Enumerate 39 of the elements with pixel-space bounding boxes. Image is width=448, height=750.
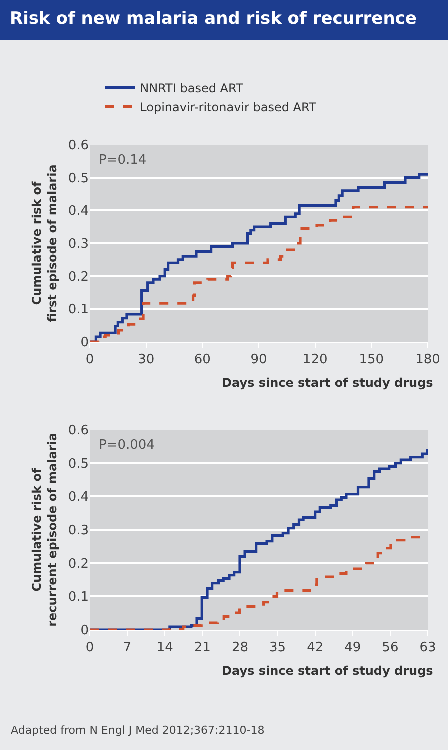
y-tick-label: 0.3 xyxy=(68,237,89,252)
y-tick-label: 0.6 xyxy=(68,138,89,154)
x-tick-label: 120 xyxy=(302,352,328,368)
x-tick-label: 90 xyxy=(250,352,268,368)
y-tick-label: 0.2 xyxy=(68,556,89,572)
x-tick-label: 14 xyxy=(156,640,174,656)
y-tick-label: 0.4 xyxy=(68,204,89,220)
chart-title: Risk of new malaria and risk of recurrence xyxy=(0,0,448,40)
y-axis-title: Cumulative risk of recurrent episode of malaria xyxy=(30,433,60,627)
annotation: P=0.14 xyxy=(99,153,147,168)
x-tick-label: 63 xyxy=(420,640,436,656)
legend-label: NNRTI based ART xyxy=(140,82,244,96)
x-tick-label: 35 xyxy=(270,640,286,656)
x-axis-title: Days since start of study drugs xyxy=(222,376,434,390)
x-tick-label: 30 xyxy=(138,352,155,368)
legend-label: Lopinavir-ritonavir based ART xyxy=(140,100,317,115)
y-tick-label: 0.1 xyxy=(68,590,89,606)
x-axis-title: Days since start of study drugs xyxy=(222,664,434,678)
y-tick-label: 0.5 xyxy=(68,171,89,186)
x-tick-label: 180 xyxy=(416,352,440,368)
annotation: P=0.004 xyxy=(99,438,155,453)
y-tick-label: 0.2 xyxy=(68,270,89,285)
y-tick-label: 0.1 xyxy=(68,302,89,318)
x-tick-label: 150 xyxy=(359,352,384,368)
y-tick-label: 0 xyxy=(80,624,89,639)
y-tick-label: 0 xyxy=(80,336,89,351)
x-tick-label: 28 xyxy=(232,640,248,656)
y-tick-label: 0.4 xyxy=(68,490,89,506)
y-tick-label: 0.5 xyxy=(68,456,89,472)
y-tick-label: 0.6 xyxy=(68,424,89,439)
text: Adapted from N Engl J Med 2012;367:2110-18 xyxy=(11,724,265,737)
x-tick-label: 7 xyxy=(123,640,132,656)
x-tick-label: 42 xyxy=(307,640,324,656)
x-tick-label: 49 xyxy=(344,640,362,656)
x-tick-label: 60 xyxy=(194,352,211,368)
x-tick-label: 56 xyxy=(382,640,399,656)
y-tick-label: 0.3 xyxy=(68,524,89,539)
x-tick-label: 21 xyxy=(194,640,211,656)
y-axis-title: Cumulative risk of first episode of malaria xyxy=(30,164,60,322)
